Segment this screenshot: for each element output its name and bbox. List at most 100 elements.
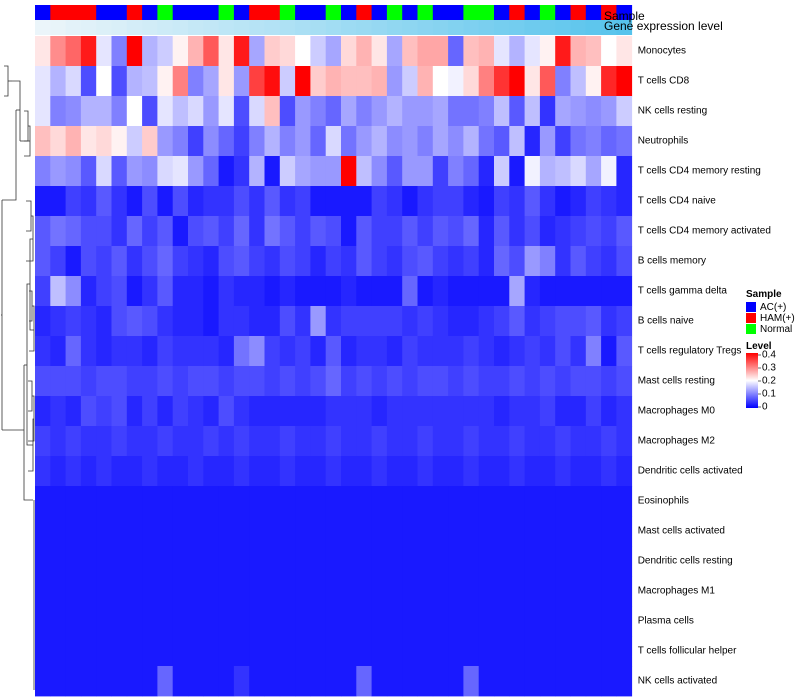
heatmap-cell xyxy=(417,186,434,217)
heatmap-cell xyxy=(402,156,418,187)
heatmap-cell xyxy=(50,636,66,667)
heatmap-cell xyxy=(325,636,342,667)
heatmap-cell xyxy=(96,126,112,157)
heatmap-cell xyxy=(50,576,66,607)
sample-annotation-cell xyxy=(188,5,204,20)
heatmap-cell xyxy=(188,186,204,217)
heatmap-cell xyxy=(65,366,82,397)
heatmap-cell xyxy=(524,216,541,247)
heatmap-cell xyxy=(478,66,495,97)
heatmap-cell xyxy=(585,216,602,247)
heatmap-cell xyxy=(126,666,143,697)
heatmap-cell xyxy=(65,336,82,367)
heatmap-cell xyxy=(65,246,82,277)
heatmap-cell xyxy=(616,276,633,307)
heatmap-cell xyxy=(341,36,357,67)
heatmap-cell xyxy=(264,366,281,397)
heatmap-cell xyxy=(524,606,541,637)
heatmap-cell xyxy=(188,156,204,187)
level-tick-label: 0.3 xyxy=(762,363,776,374)
heatmap-cell xyxy=(524,36,541,67)
heatmap-cell xyxy=(50,186,66,217)
heatmap-cell xyxy=(218,246,235,277)
heatmap-cell xyxy=(402,486,418,517)
heatmap-cell xyxy=(616,456,633,487)
heatmap-cell xyxy=(601,216,617,247)
heatmap-cell xyxy=(279,666,296,697)
heatmap-cell xyxy=(478,666,495,697)
heatmap-cell xyxy=(356,276,372,307)
heatmap-cell xyxy=(157,336,174,367)
heatmap-cell xyxy=(402,366,418,397)
heatmap-cell xyxy=(371,306,388,337)
heatmap-cell xyxy=(295,396,311,427)
heatmap-cell xyxy=(310,366,327,397)
heatmap-cell xyxy=(157,306,174,337)
heatmap-cell xyxy=(172,216,189,247)
heatmap-cell xyxy=(295,636,311,667)
heatmap-cell xyxy=(233,216,250,247)
heatmap-cell xyxy=(249,186,265,217)
heatmap-cell xyxy=(448,96,464,127)
heatmap-cell xyxy=(494,456,510,487)
heatmap-cell xyxy=(601,456,617,487)
heatmap-cell xyxy=(570,186,587,217)
heatmap-cell xyxy=(386,366,403,397)
heatmap-cell xyxy=(126,486,143,517)
heatmap-cell xyxy=(310,36,327,67)
heatmap-cell xyxy=(539,516,556,547)
heatmap-cell xyxy=(35,126,51,157)
heatmap-cell xyxy=(279,606,296,637)
heatmap-cell xyxy=(96,546,112,577)
heatmap-cell xyxy=(126,606,143,637)
heatmap-cell xyxy=(310,96,327,127)
heatmap-cell xyxy=(249,276,265,307)
heatmap-cell xyxy=(356,96,372,127)
heatmap-cell xyxy=(570,216,587,247)
heatmap-cell xyxy=(539,126,556,157)
heatmap-cell xyxy=(402,276,418,307)
heatmap-cell xyxy=(65,606,82,637)
heatmap-cell xyxy=(570,336,587,367)
heatmap-cell xyxy=(585,246,602,277)
heatmap-cell xyxy=(279,306,296,337)
heatmap-cell xyxy=(111,126,128,157)
heatmap-cell xyxy=(203,336,219,367)
heatmap-cell xyxy=(310,426,327,457)
heatmap-cell xyxy=(111,186,128,217)
heatmap-cell xyxy=(509,426,525,457)
heatmap-cell xyxy=(417,576,434,607)
heatmap-cell xyxy=(279,186,296,217)
heatmap-cell xyxy=(80,606,97,637)
heatmap-cell xyxy=(111,96,128,127)
heatmap-cell xyxy=(601,156,617,187)
heatmap-cell xyxy=(494,336,510,367)
heatmap-cell xyxy=(478,126,495,157)
heatmap-cell xyxy=(295,426,311,457)
heatmap-cell xyxy=(295,486,311,517)
heatmap-cell xyxy=(142,36,158,67)
heatmap-cell xyxy=(50,66,66,97)
heatmap-cell xyxy=(35,66,51,97)
heatmap-cell xyxy=(218,546,235,577)
heatmap-cell xyxy=(65,396,82,427)
heatmap-cell xyxy=(402,186,418,217)
heatmap-cell xyxy=(203,96,219,127)
heatmap-cell xyxy=(417,456,434,487)
legend-item-label: AC(+) xyxy=(760,302,786,313)
sample-annotation-cell xyxy=(50,5,66,20)
heatmap-cell xyxy=(111,156,128,187)
heatmap-cell xyxy=(432,156,449,187)
heatmap-cell xyxy=(157,666,174,697)
heatmap-cell xyxy=(172,636,189,667)
row-label: T cells gamma delta xyxy=(638,286,728,297)
heatmap-cell xyxy=(325,546,342,577)
heatmap-cell xyxy=(142,486,158,517)
heatmap-cell xyxy=(555,426,571,457)
heatmap-cell xyxy=(157,516,174,547)
gene-expression-cell xyxy=(601,20,617,35)
heatmap-cell xyxy=(188,546,204,577)
heatmap-cell xyxy=(616,366,633,397)
heatmap-cell xyxy=(509,396,525,427)
heatmap-cell xyxy=(65,576,82,607)
